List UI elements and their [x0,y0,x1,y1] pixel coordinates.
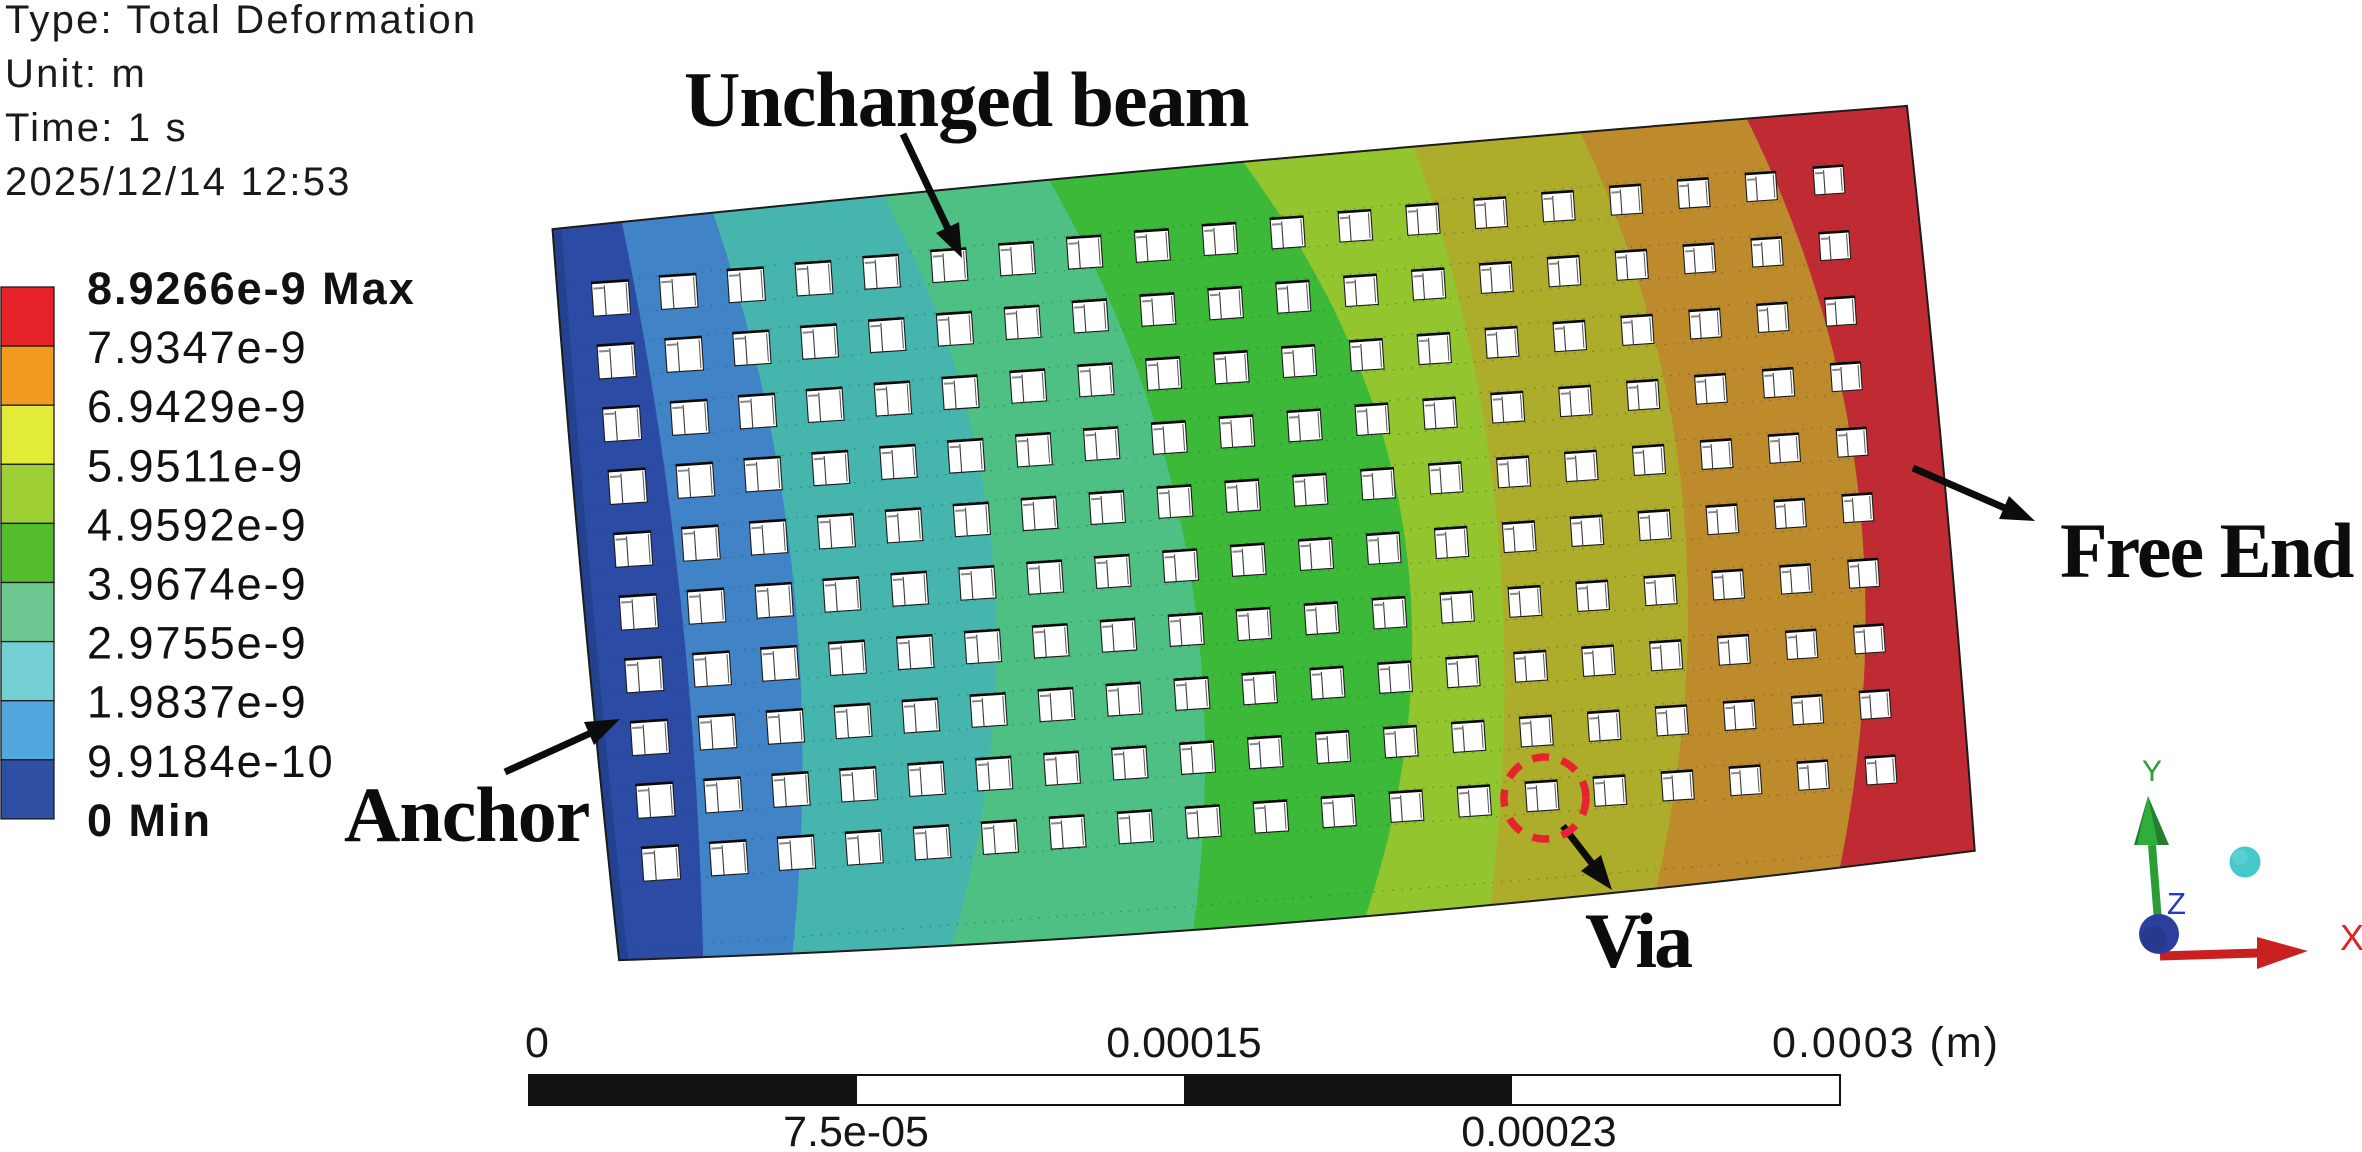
svg-text:6.9429e-9: 6.9429e-9 [87,381,308,432]
svg-text:Via: Via [1585,897,1692,984]
svg-text:0: 0 [525,1019,549,1067]
svg-text:Unit: m: Unit: m [5,52,147,96]
svg-text:7.9347e-9: 7.9347e-9 [87,322,308,373]
svg-text:Unchanged beam: Unchanged beam [684,56,1249,143]
svg-text:5.9511e-9: 5.9511e-9 [87,440,304,491]
svg-text:Free End: Free End [2060,507,2354,594]
svg-text:Y: Y [2142,755,2162,788]
svg-text:4.9592e-9: 4.9592e-9 [87,499,308,550]
svg-text:9.9184e-10: 9.9184e-10 [87,736,335,787]
svg-text:0.00023: 0.00023 [1461,1108,1616,1147]
svg-text:2025/12/14 12:53: 2025/12/14 12:53 [5,160,352,204]
svg-text:Time: 1 s: Time: 1 s [5,106,188,150]
svg-text:2.9755e-9: 2.9755e-9 [87,618,308,669]
svg-text:0.0003 (m): 0.0003 (m) [1772,1019,2000,1067]
svg-text:0.00015: 0.00015 [1106,1019,1261,1067]
svg-text:Type: Total Deformation: Type: Total Deformation [5,0,477,42]
svg-text:8.9266e-9 Max: 8.9266e-9 Max [87,263,416,314]
svg-text:7.5e-05: 7.5e-05 [783,1108,929,1147]
svg-text:0 Min: 0 Min [87,795,212,846]
svg-text:Anchor: Anchor [344,771,589,858]
svg-text:X: X [2340,917,2362,958]
svg-text:3.9674e-9: 3.9674e-9 [87,559,308,610]
svg-text:1.9837e-9: 1.9837e-9 [87,677,308,728]
svg-text:Z: Z [2167,886,2186,921]
